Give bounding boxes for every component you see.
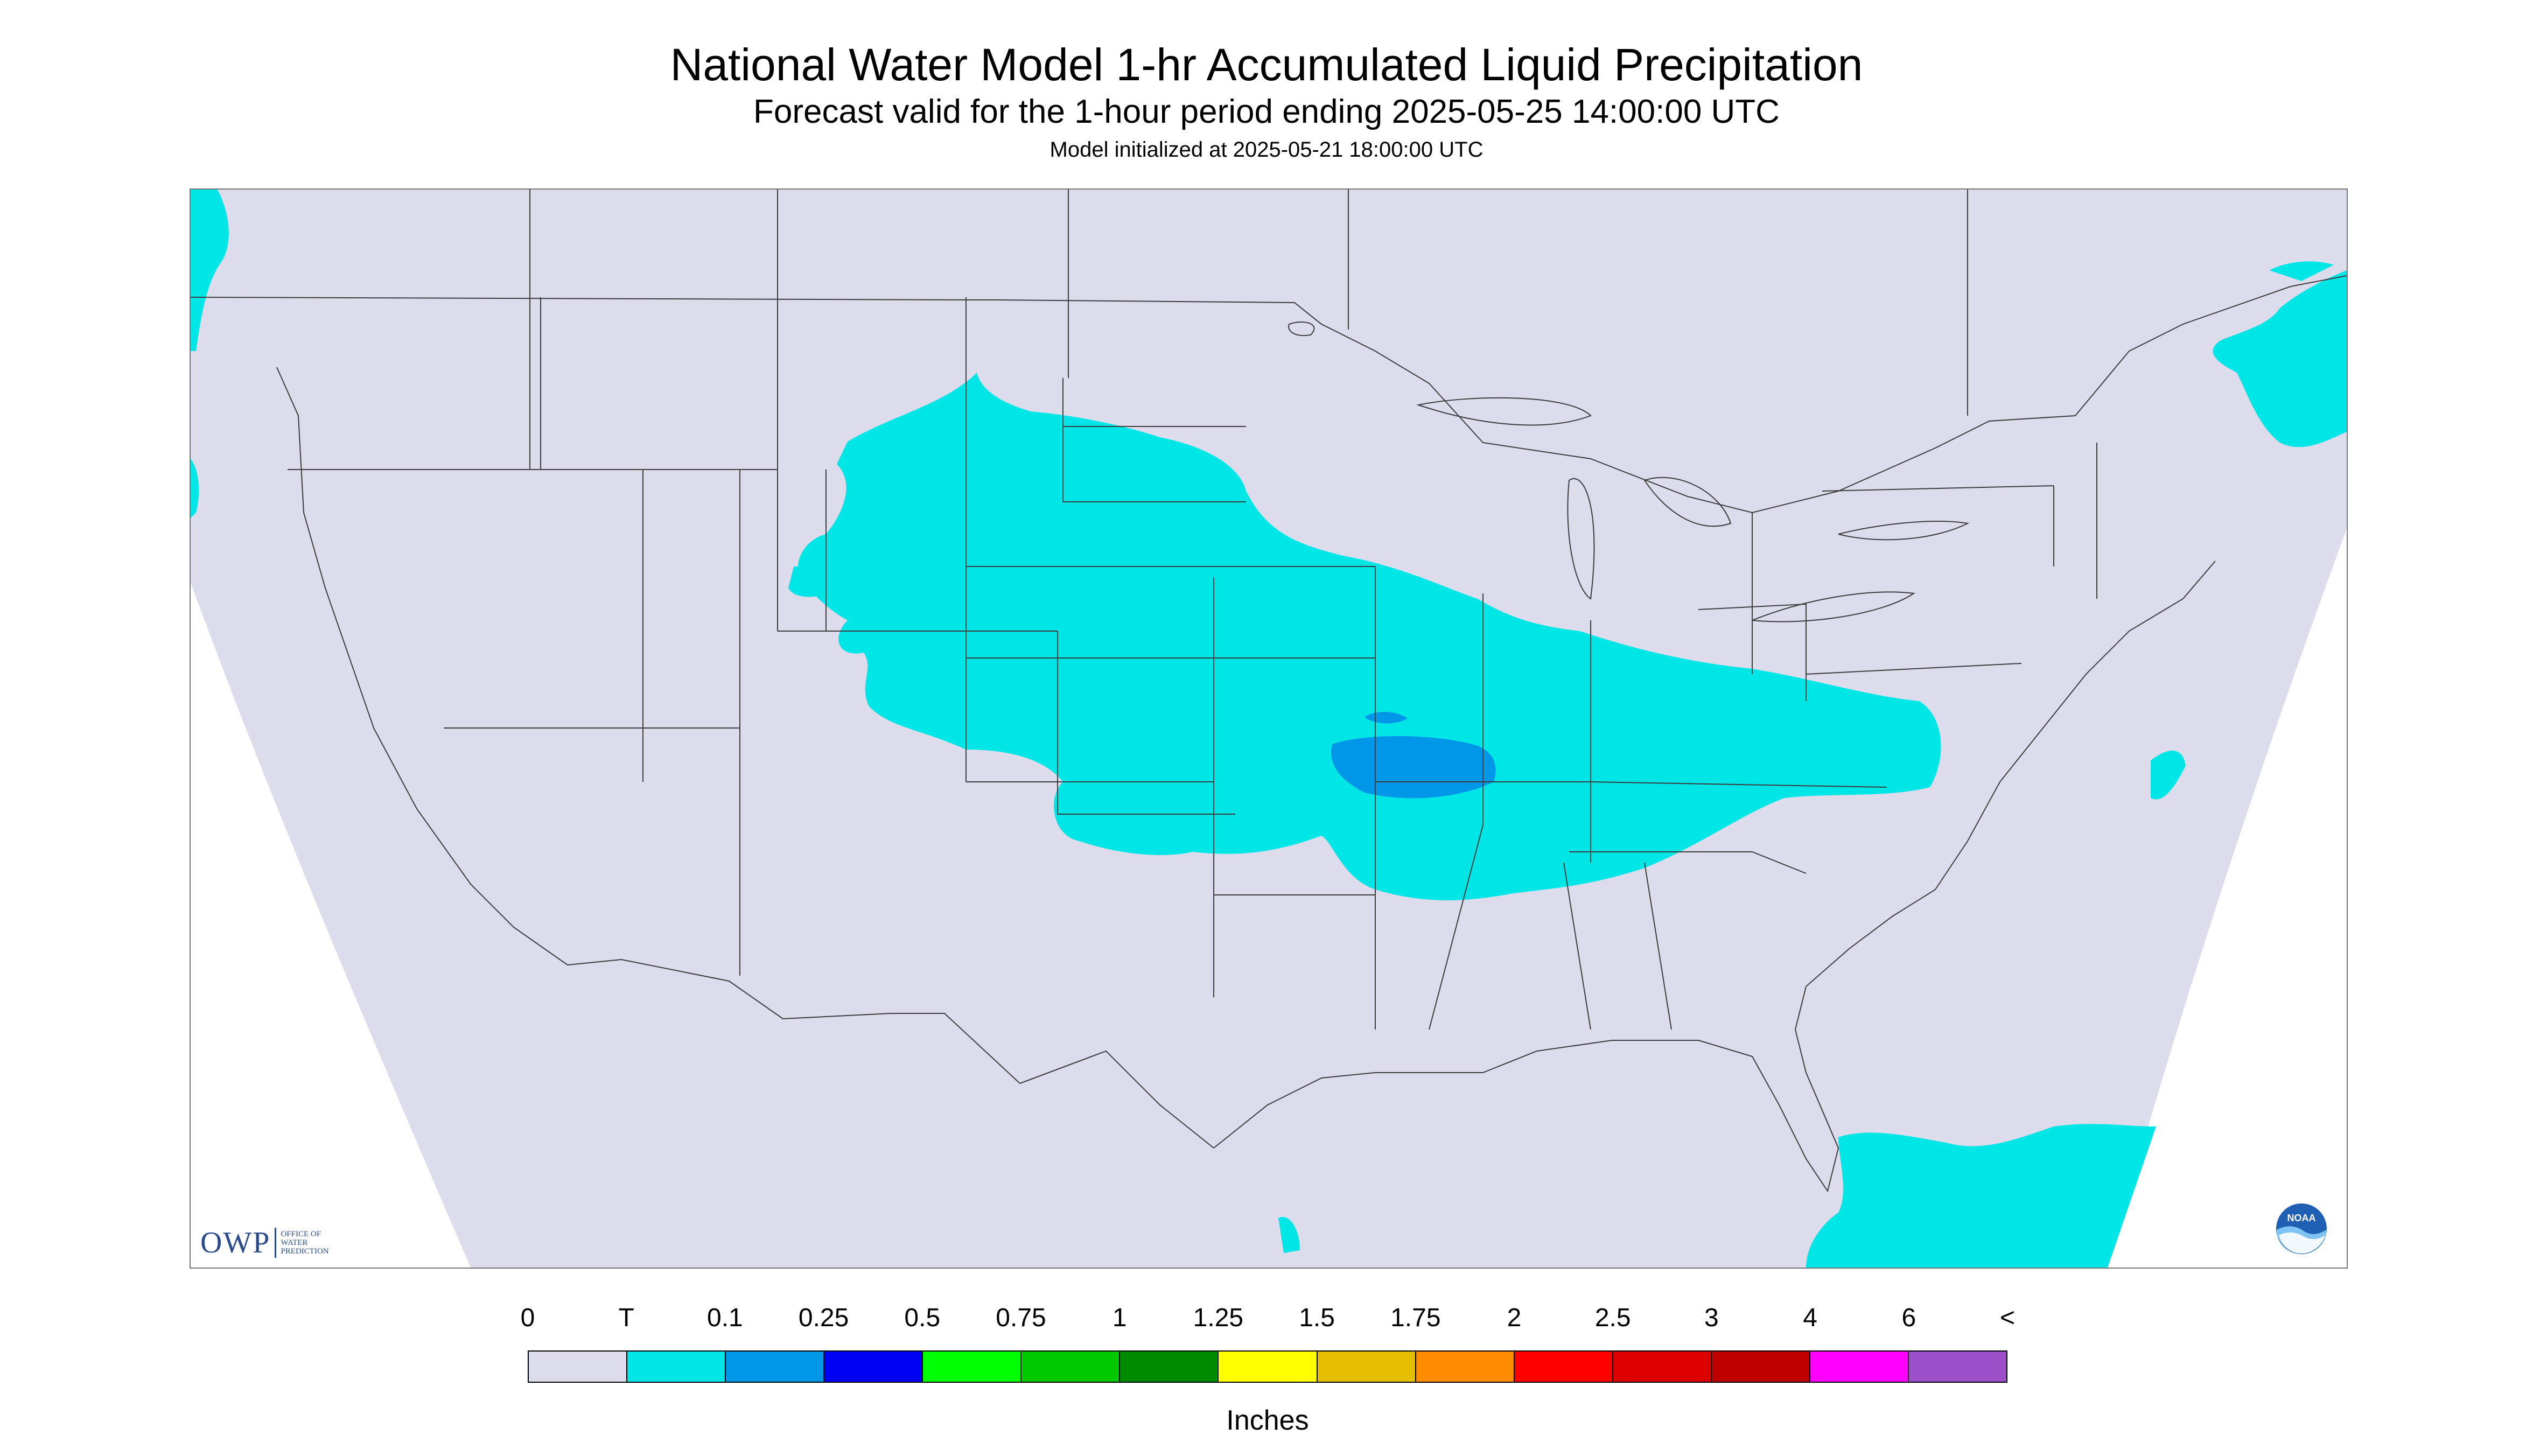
- precip-trace-atlantic: [2151, 750, 2186, 800]
- legend-labels: 0 T 0.1 0.25 0.5 0.75 1 1.25 1.5 1.75 2 2.5 3 4 6 <: [521, 1303, 2015, 1341]
- map-title: National Water Model 1-hr Accumulated Li…: [670, 39, 1863, 90]
- legend-label: 0.1: [707, 1304, 743, 1332]
- great-lakes: [1288, 321, 1970, 622]
- legend-label: 1.25: [1193, 1304, 1244, 1332]
- owp-logo-mark: OWP: [200, 1226, 271, 1259]
- owp-logo-divider: [275, 1228, 277, 1258]
- legend-label: T: [618, 1304, 634, 1332]
- precip-0-1-core: [1331, 736, 1496, 799]
- legend-label: 0.5: [904, 1304, 941, 1332]
- legend-swatch: [627, 1352, 726, 1382]
- legend-swatch: [1711, 1352, 1810, 1382]
- legend-swatch: [529, 1352, 628, 1382]
- owp-logo-word: OFFICE OF: [281, 1230, 321, 1238]
- legend-label: 1: [1112, 1304, 1127, 1332]
- legend-colorbar: [528, 1350, 2007, 1383]
- precipitation-map: [191, 190, 2347, 1268]
- noaa-emblem-icon: NOAA: [2275, 1202, 2328, 1255]
- noaa-emblem-text: NOAA: [2287, 1213, 2316, 1223]
- legend-units: Inches: [1226, 1405, 1309, 1436]
- legend-label: 1.75: [1390, 1304, 1441, 1332]
- legend-label: 2.5: [1594, 1304, 1631, 1332]
- precip-trace-central-band: [797, 373, 1941, 900]
- legend-swatch: [1514, 1352, 1613, 1382]
- legend-label: 0.25: [798, 1304, 849, 1332]
- owp-logo: OWP OFFICE OF WATER PREDICTION: [200, 1226, 345, 1260]
- legend-label: 6: [1901, 1304, 1916, 1332]
- legend-label: 4: [1803, 1304, 1817, 1332]
- legend-swatch: [824, 1352, 923, 1382]
- legend-swatch: [726, 1352, 825, 1382]
- precip-legend: 0 T 0.1 0.25 0.5 0.75 1 1.25 1.5 1.75 2 2.5 3 4 6 < Inc…: [521, 1303, 2015, 1436]
- legend-swatch: [1613, 1352, 1712, 1382]
- legend-label: 2: [1507, 1304, 1522, 1332]
- precip-trace-nova-scotia: [2269, 261, 2334, 281]
- legend-label: 3: [1704, 1304, 1719, 1332]
- precip-trace-rockies-patch: [788, 566, 826, 597]
- owp-logo-words: OFFICE OF WATER PREDICTION: [281, 1230, 345, 1256]
- precip-trace-pacific-nw-2: [191, 459, 199, 518]
- legend-swatch: [1317, 1352, 1416, 1382]
- legend-swatch: [1908, 1352, 2006, 1382]
- precip-trace-gulf-islet: [1278, 1217, 1300, 1253]
- precip-trace-caribbean: [1806, 1124, 2156, 1268]
- legend-label: <: [1999, 1304, 2016, 1332]
- legend-swatch: [1021, 1352, 1121, 1382]
- precip-trace-northeast: [2213, 270, 2347, 447]
- legend-label: 0.75: [996, 1304, 1046, 1332]
- legend-swatch: [923, 1352, 1022, 1382]
- model-init-time: Model initialized at 2025-05-21 18:00:00…: [1049, 138, 1484, 162]
- legend-swatch: [1219, 1352, 1318, 1382]
- legend-swatch: [1120, 1352, 1219, 1382]
- legend-label: 0: [520, 1304, 535, 1332]
- map-subtitle: Forecast valid for the 1-hour period end…: [753, 93, 1780, 130]
- legend-label: 1.5: [1299, 1304, 1335, 1332]
- map-frame: OWP OFFICE OF WATER PREDICTION NOAA: [190, 188, 2348, 1269]
- owp-logo-word: WATER: [281, 1238, 308, 1247]
- precip-trace-pacific-nw: [191, 190, 229, 351]
- owp-logo-word: PREDICTION: [281, 1247, 329, 1256]
- state-boundaries: [191, 190, 2347, 1193]
- legend-swatch: [1810, 1352, 1909, 1382]
- legend-swatch: [1416, 1352, 1515, 1382]
